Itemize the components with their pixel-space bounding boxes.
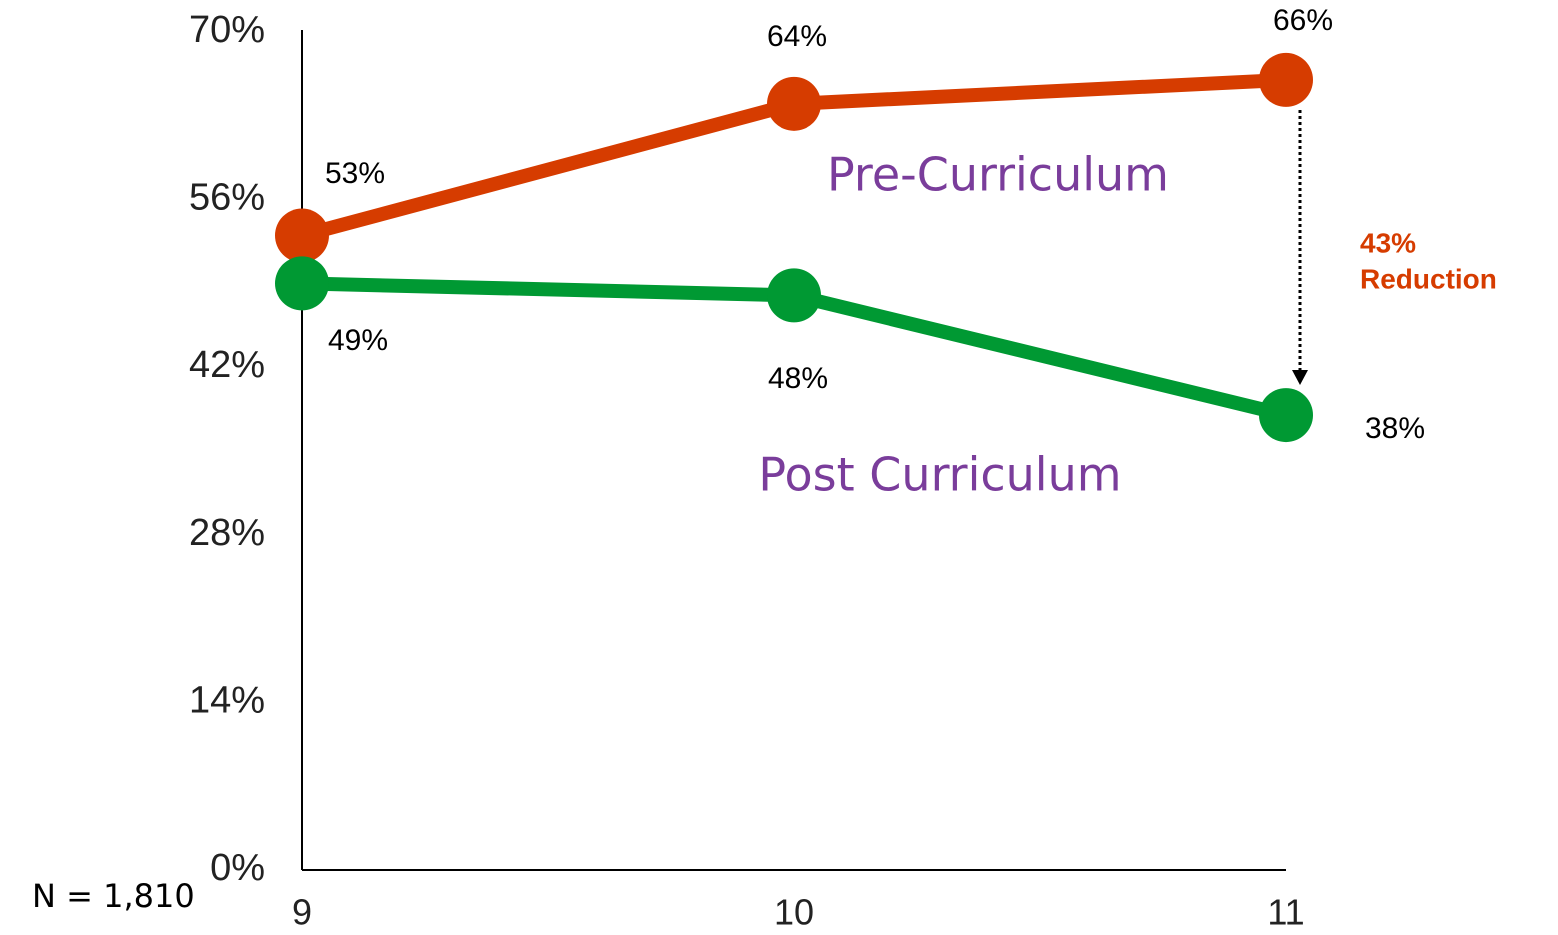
data-label: 48% (768, 362, 828, 395)
x-tick-label: 10 (774, 892, 814, 933)
point (275, 256, 329, 311)
point (275, 208, 329, 263)
data-label: 49% (328, 324, 388, 357)
data-label: 64% (767, 20, 827, 53)
note: N = 1,810 (32, 877, 195, 915)
series-name: Post Curriculum (758, 448, 1121, 502)
y-tick-label: 42% (189, 344, 265, 386)
y-tick-label: 0% (210, 847, 265, 889)
y-tick-label: 70% (189, 9, 265, 51)
x-tick-label: 9 (292, 892, 312, 933)
annotation: Reduction (1360, 263, 1497, 294)
series-name: Pre-Curriculum (827, 148, 1169, 202)
y-tick-label: 56% (189, 177, 265, 219)
point (767, 268, 821, 323)
data-label: 38% (1365, 412, 1425, 445)
point (1259, 388, 1313, 443)
y-tick-label: 14% (189, 679, 265, 721)
annotation: 43% (1360, 227, 1416, 258)
y-tick-label: 28% (189, 512, 265, 554)
x-tick-label: 11 (1267, 892, 1304, 933)
point (1259, 52, 1313, 107)
data-label: 53% (325, 157, 385, 190)
arrow-head (1292, 370, 1308, 385)
data-label: 66% (1273, 4, 1333, 37)
point (767, 76, 821, 131)
